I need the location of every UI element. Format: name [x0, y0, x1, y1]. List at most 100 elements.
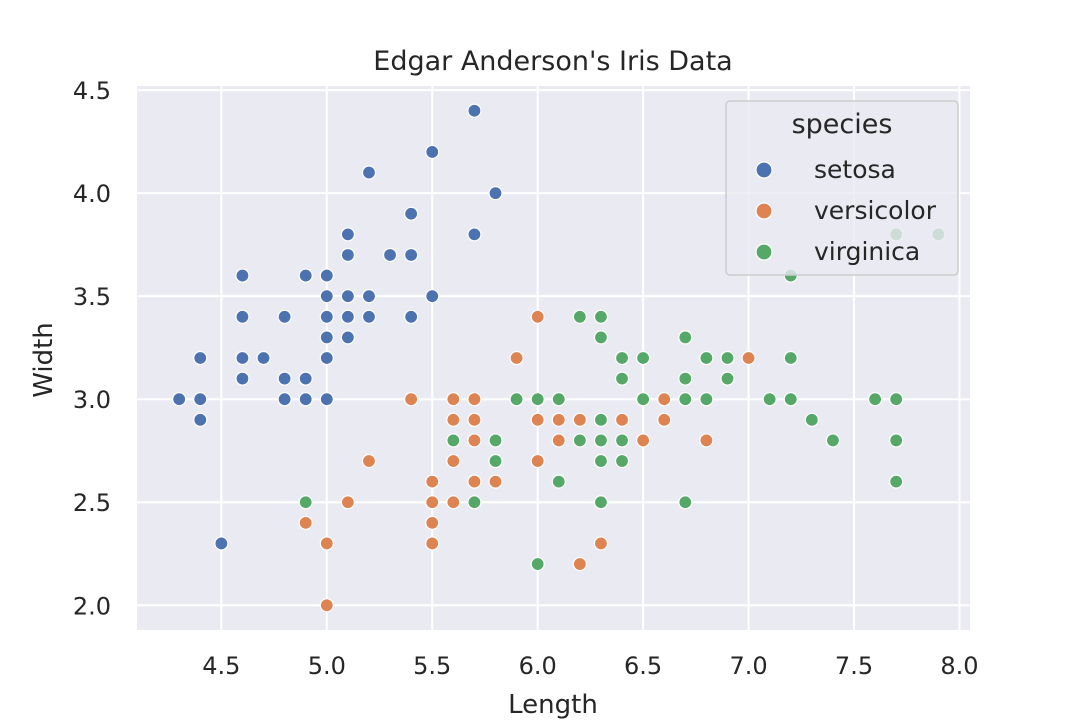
virginica-point [298, 495, 313, 510]
versicolor-point [741, 350, 756, 366]
data-points [172, 103, 946, 613]
setosa-point [235, 268, 250, 283]
versicolor-point [467, 474, 482, 489]
versicolor-point [446, 392, 461, 407]
virginica-point [593, 309, 609, 324]
virginica-point [614, 453, 630, 469]
setosa-point [340, 247, 355, 263]
legend-title: species [792, 109, 893, 140]
virginica-point [699, 392, 714, 407]
series-virginica [298, 227, 946, 572]
setosa-point [235, 309, 250, 324]
setosa-point [319, 392, 334, 407]
versicolor-point [699, 433, 714, 448]
virginica-point [889, 474, 904, 489]
x-tick-label: 7.5 [835, 652, 873, 680]
versicolor-point [446, 412, 461, 427]
setosa-point [488, 186, 503, 201]
x-tick-label: 6.5 [624, 652, 662, 680]
setosa-point [361, 165, 377, 180]
setosa-point [319, 268, 334, 283]
virginica-point [488, 453, 503, 469]
virginica-point [593, 495, 609, 510]
versicolor-point [425, 474, 440, 489]
versicolor-point [446, 453, 461, 469]
setosa-point [382, 247, 398, 263]
versicolor-point [425, 536, 440, 551]
setosa-point [256, 350, 271, 366]
x-tick-label: 5.5 [413, 652, 451, 680]
virginica-point [825, 433, 841, 448]
virginica-point [889, 392, 904, 407]
setosa-point [298, 371, 313, 386]
virginica-point [530, 392, 545, 407]
legend-marker-virginica [755, 243, 773, 261]
versicolor-point [404, 392, 419, 407]
versicolor-point [319, 598, 334, 613]
y-axis-label: Width [29, 322, 59, 398]
virginica-point [804, 412, 819, 427]
legend: species setosa versicolor virginica [725, 100, 959, 276]
versicolor-point [361, 453, 377, 469]
x-tick-label: 4.5 [202, 652, 240, 680]
x-tick-label: 5.0 [308, 652, 346, 680]
versicolor-point [425, 515, 440, 530]
virginica-point [720, 371, 735, 386]
virginica-point [530, 556, 545, 572]
virginica-point [614, 433, 630, 448]
virginica-point [593, 330, 609, 345]
setosa-point [193, 350, 208, 366]
virginica-point [699, 350, 714, 366]
setosa-point [298, 392, 313, 407]
virginica-point [593, 412, 609, 427]
y-tick-label: 2.0 [73, 592, 111, 620]
versicolor-point [530, 412, 545, 427]
virginica-point [551, 392, 566, 407]
setosa-point [340, 289, 355, 304]
virginica-point [720, 350, 735, 366]
setosa-point [277, 392, 292, 407]
virginica-point [467, 495, 482, 510]
virginica-point [614, 371, 630, 386]
virginica-point [509, 392, 524, 407]
versicolor-point [446, 495, 461, 510]
setosa-point [277, 309, 292, 324]
setosa-point [404, 247, 419, 263]
virginica-point [678, 495, 693, 510]
x-axis-label: Length [508, 690, 598, 720]
legend-label-versicolor: versicolor [814, 196, 937, 225]
versicolor-point [572, 412, 587, 427]
virginica-point [593, 453, 609, 469]
versicolor-point [593, 536, 609, 551]
chart-title: Edgar Anderson's Iris Data [373, 46, 732, 77]
virginica-point [572, 309, 587, 324]
legend-marker-setosa [755, 161, 773, 179]
versicolor-point [467, 433, 482, 448]
y-tick-label: 3.5 [73, 283, 111, 311]
setosa-point [214, 536, 229, 551]
setosa-point [340, 309, 355, 324]
virginica-point [678, 392, 693, 407]
y-tick-label: 2.5 [73, 489, 111, 517]
virginica-point [446, 433, 461, 448]
versicolor-point [467, 412, 482, 427]
legend-box [725, 100, 959, 276]
y-tick-labels: 2.0 2.5 3.0 3.5 4.0 4.5 [73, 77, 111, 620]
virginica-point [678, 371, 693, 386]
setosa-point [319, 309, 334, 324]
setosa-point [319, 350, 334, 366]
legend-label-setosa: setosa [814, 155, 896, 184]
y-tick-label: 4.5 [73, 77, 111, 105]
versicolor-point [319, 536, 334, 551]
legend-label-virginica: virginica [814, 237, 920, 266]
virginica-point [783, 392, 798, 407]
virginica-point [762, 392, 777, 407]
setosa-point [319, 330, 334, 345]
x-tick-label: 7.0 [729, 652, 767, 680]
versicolor-point [657, 412, 672, 427]
setosa-point [319, 289, 334, 304]
series-setosa [172, 103, 503, 551]
versicolor-point [551, 412, 566, 427]
versicolor-point [636, 433, 651, 448]
setosa-point [340, 330, 355, 345]
